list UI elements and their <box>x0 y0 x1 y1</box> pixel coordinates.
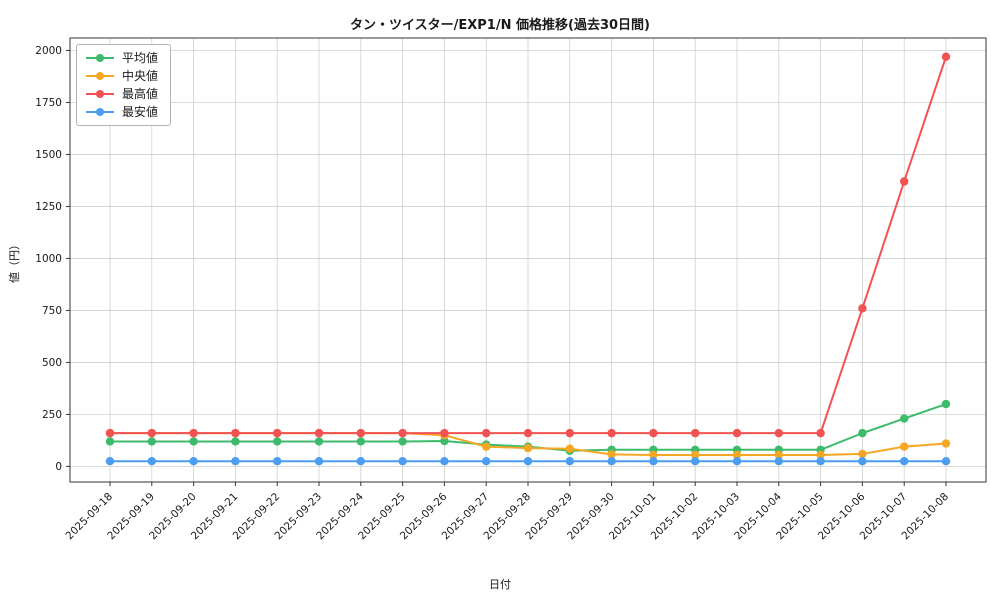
y-tick-label: 1500 <box>35 149 62 161</box>
data-point <box>691 450 700 460</box>
legend-item: 中央値 <box>85 69 158 83</box>
legend-item: 最高値 <box>85 87 158 101</box>
data-point <box>189 437 198 446</box>
data-point <box>816 450 825 460</box>
data-point <box>732 450 742 460</box>
data-point <box>356 437 365 446</box>
data-point <box>607 450 616 459</box>
data-point <box>273 457 282 466</box>
data-point <box>774 450 783 460</box>
data-point <box>398 437 407 446</box>
legend-label: 最安値 <box>122 105 159 119</box>
data-point <box>607 457 616 466</box>
data-point <box>105 437 115 446</box>
data-point <box>482 428 491 438</box>
data-point <box>314 428 324 438</box>
legend-label: 中央値 <box>122 69 159 83</box>
data-point <box>147 437 156 446</box>
data-point <box>189 457 198 466</box>
legend-marker-icon <box>86 108 114 116</box>
legend-item: 最安値 <box>85 105 158 119</box>
data-point <box>440 428 449 438</box>
axis-tick-labels: 0250500750100012501500175020002025-09-18… <box>35 45 951 542</box>
data-point <box>691 457 700 466</box>
data-point <box>231 428 240 438</box>
data-point <box>900 442 909 451</box>
data-point <box>105 428 115 438</box>
data-point <box>356 457 365 466</box>
legend-marker-icon <box>86 90 114 98</box>
data-point <box>440 436 449 446</box>
legend-marker-icon <box>86 72 114 80</box>
data-point <box>900 177 909 186</box>
legend-label: 平均値 <box>122 51 159 65</box>
y-tick-label: 1750 <box>35 97 62 109</box>
data-point <box>273 428 282 438</box>
gridlines <box>70 38 986 482</box>
y-tick-label: 0 <box>55 461 62 473</box>
data-point <box>858 304 867 313</box>
data-point <box>858 457 867 466</box>
data-point <box>900 414 909 423</box>
y-tick-label: 2000 <box>35 45 62 57</box>
data-point <box>398 457 407 466</box>
data-point <box>941 52 951 61</box>
data-point <box>732 428 742 438</box>
data-point <box>816 428 825 438</box>
data-point <box>607 428 616 438</box>
data-point <box>816 457 825 466</box>
data-point <box>900 457 909 466</box>
data-point <box>941 457 951 466</box>
series-最高値 <box>105 52 951 438</box>
data-point <box>482 457 491 466</box>
data-point <box>398 428 407 438</box>
data-point <box>523 428 533 438</box>
data-point <box>273 437 282 446</box>
data-point <box>649 457 658 466</box>
data-point <box>941 399 951 409</box>
data-point <box>231 437 240 446</box>
data-point <box>941 439 951 448</box>
y-axis-label: 値（円） <box>8 239 21 283</box>
data-point <box>147 428 156 438</box>
y-tick-label: 750 <box>42 305 62 317</box>
data-point <box>774 457 783 466</box>
data-point <box>649 428 658 438</box>
data-point <box>649 450 658 460</box>
data-point <box>565 444 574 453</box>
data-point <box>147 457 156 466</box>
data-point <box>565 428 574 438</box>
data-point <box>189 428 198 438</box>
data-point <box>314 437 324 446</box>
data-point <box>774 428 783 438</box>
data-point <box>482 442 491 451</box>
series-最安値 <box>105 457 951 466</box>
data-point <box>523 443 533 453</box>
data-point <box>691 428 700 438</box>
legend-label: 最高値 <box>122 87 159 101</box>
data-point <box>356 428 365 438</box>
y-tick-label: 1000 <box>35 253 62 265</box>
data-point <box>523 457 533 466</box>
legend-item: 平均値 <box>85 51 158 65</box>
data-point <box>231 457 240 466</box>
legend-marker-icon <box>86 54 114 62</box>
legend: 平均値中央値最高値最安値 <box>76 44 172 126</box>
chart-title: タン・ツイスター/EXP1/N 価格推移(過去30日間) <box>350 18 650 33</box>
data-point <box>732 457 742 466</box>
data-point <box>858 428 867 438</box>
y-tick-label: 250 <box>42 409 62 421</box>
data-point <box>105 457 115 466</box>
data-point <box>314 457 324 466</box>
data-point <box>565 457 574 466</box>
data-point <box>440 457 449 466</box>
axis-ticks <box>66 49 947 486</box>
data-point <box>858 449 867 459</box>
x-axis-label: 日付 <box>489 578 511 591</box>
y-tick-label: 500 <box>42 357 62 369</box>
y-tick-label: 1250 <box>35 201 62 213</box>
